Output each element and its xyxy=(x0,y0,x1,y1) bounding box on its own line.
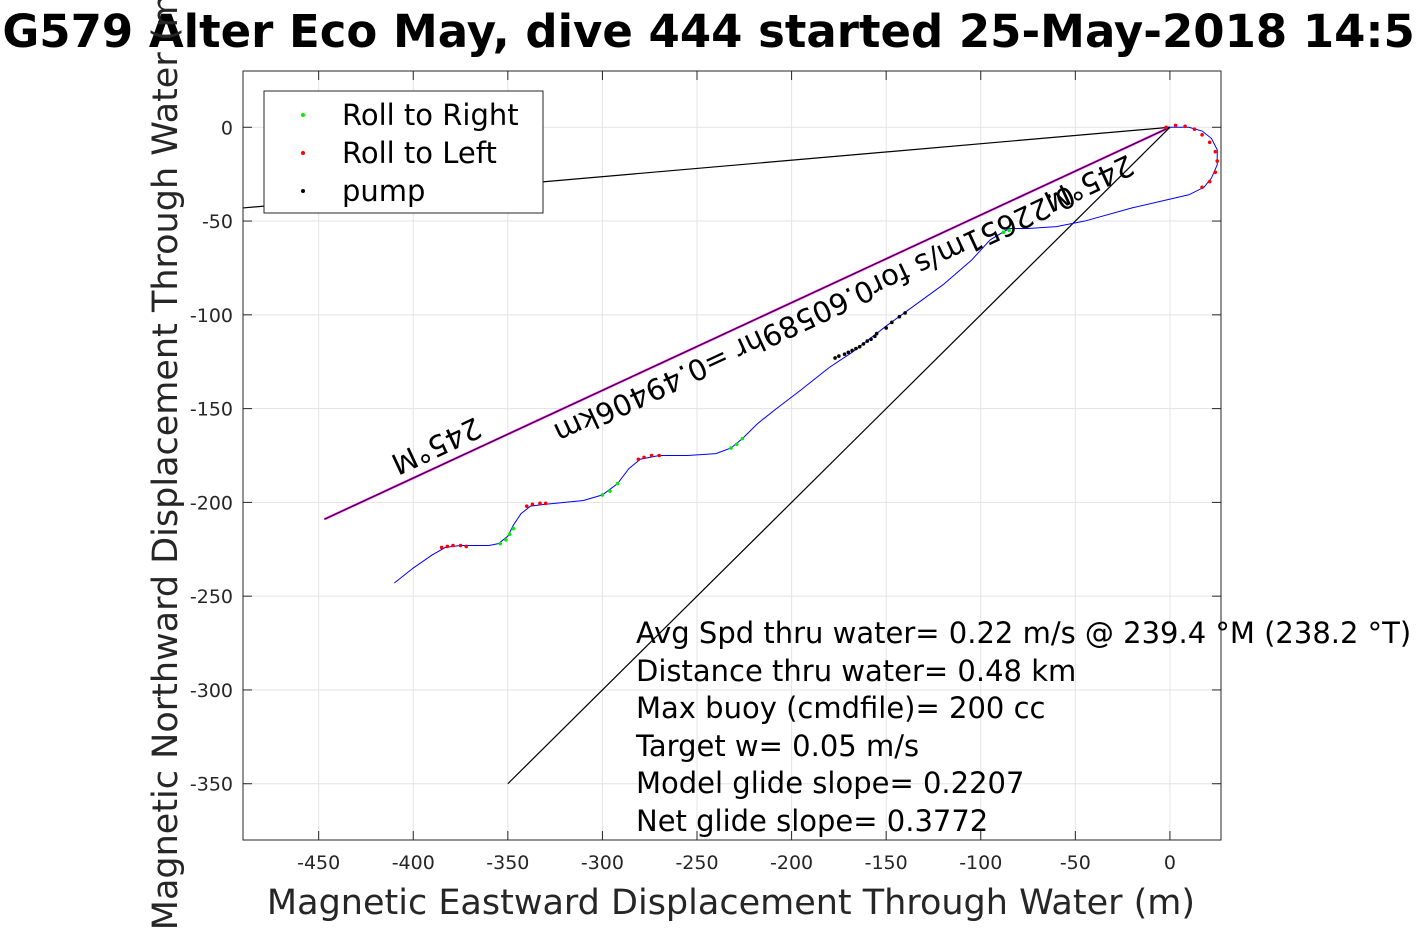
point-pump xyxy=(890,320,894,325)
legend-box xyxy=(263,90,544,214)
stat-avg-speed: Avg Spd thru water= 0.22 m/s @ 239.4 °M … xyxy=(636,616,1411,650)
x-tick-label: -300 xyxy=(581,852,624,874)
point-roll-to-left xyxy=(1173,123,1178,128)
point-pump xyxy=(874,331,879,336)
y-tick-label: -200 xyxy=(190,492,233,514)
point-pump xyxy=(850,348,854,353)
point-roll-to-left xyxy=(1183,124,1187,129)
point-roll-to-left xyxy=(524,504,529,508)
point-roll-to-right xyxy=(608,489,612,493)
glider-track-line xyxy=(394,126,1218,584)
point-roll-to-right xyxy=(507,532,512,537)
point-pump xyxy=(869,337,873,342)
point-pump xyxy=(873,334,877,339)
y-tick-label: -50 xyxy=(202,211,233,233)
x-tick-label: -50 xyxy=(1060,852,1091,874)
reference-line xyxy=(507,126,1171,785)
point-roll-to-left xyxy=(636,457,641,462)
y-tick-label: -350 xyxy=(190,774,233,796)
x-tick-label: -400 xyxy=(392,852,435,874)
point-roll-to-left xyxy=(538,501,542,506)
point-pump xyxy=(857,344,862,349)
y-tick-label: -100 xyxy=(190,305,233,327)
stat-distance: Distance thru water= 0.48 km xyxy=(636,654,1076,688)
point-pump xyxy=(833,356,837,360)
point-roll-to-right xyxy=(511,526,516,531)
x-tick-label: -150 xyxy=(865,852,908,874)
point-roll-to-left xyxy=(1213,170,1218,175)
point-pump xyxy=(884,326,888,330)
point-roll-to-right xyxy=(498,541,503,546)
legend-marker-roll-right xyxy=(301,113,305,117)
point-roll-to-right xyxy=(504,538,508,542)
x-tick-label: -200 xyxy=(770,852,813,874)
point-roll-to-left xyxy=(649,453,654,458)
y-axis-label: Magnetic Northward Displacement Through … xyxy=(146,0,186,930)
plot-frame xyxy=(242,70,1222,841)
point-roll-to-right xyxy=(1007,228,1011,233)
point-roll-to-left xyxy=(530,502,535,507)
legend-marker-pump xyxy=(301,189,305,193)
point-roll-to-left xyxy=(439,545,444,550)
chart-title: SG579 Alter Eco May, dive 444 started 25… xyxy=(0,5,1417,58)
point-roll-to-right xyxy=(600,493,605,497)
stat-net-glide: Net glide slope= 0.3772 xyxy=(636,804,988,838)
point-roll-to-left xyxy=(1200,132,1204,137)
x-tick-label: 0 xyxy=(1164,852,1176,874)
y-tick-label: -150 xyxy=(190,399,233,421)
y-tick-label: 0 xyxy=(221,117,233,139)
point-roll-to-left xyxy=(1192,127,1197,131)
legend-label-roll-left: Roll to Left xyxy=(342,136,497,170)
point-roll-to-left xyxy=(1200,185,1204,190)
stat-max-buoy: Max buoy (cmdfile)= 200 cc xyxy=(636,691,1045,725)
point-roll-to-right xyxy=(729,446,733,450)
x-tick-label: -450 xyxy=(297,852,340,874)
point-roll-to-left xyxy=(458,543,463,548)
point-roll-to-left xyxy=(642,455,646,460)
point-roll-to-left xyxy=(657,453,661,458)
point-pump xyxy=(903,311,907,315)
x-axis-label: Magnetic Eastward Displacement Through W… xyxy=(267,883,1195,923)
point-pump xyxy=(861,342,866,346)
point-roll-to-left xyxy=(1213,149,1218,154)
stat-target-w: Target w= 0.05 m/s xyxy=(635,729,919,763)
point-pump xyxy=(837,354,841,358)
stat-model-glide: Model glide slope= 0.2207 xyxy=(636,766,1024,800)
point-roll-to-left xyxy=(1207,140,1212,145)
point-roll-to-right xyxy=(1001,230,1006,235)
x-tick-label: -100 xyxy=(959,852,1002,874)
point-roll-to-right xyxy=(734,442,739,447)
stats-block: Avg Spd thru water= 0.22 m/s @ 239.4 °M … xyxy=(635,616,1411,838)
point-pump xyxy=(846,350,851,355)
legend-label-roll-right: Roll to Right xyxy=(342,98,519,132)
point-roll-to-right xyxy=(740,436,745,441)
x-tick-label: -250 xyxy=(675,852,718,874)
y-tick-label: -300 xyxy=(190,680,233,702)
legend-marker-roll-left xyxy=(301,151,305,155)
reference-line xyxy=(324,126,1171,520)
point-roll-to-left xyxy=(1207,179,1212,184)
point-roll-to-left xyxy=(543,501,548,506)
point-roll-to-left xyxy=(464,544,469,549)
y-tick-label: -250 xyxy=(190,586,233,608)
legend: Roll to Right Roll to Left pump xyxy=(263,90,544,214)
point-pump xyxy=(842,352,847,357)
point-roll-to-left xyxy=(451,543,455,548)
point-pump xyxy=(865,339,870,343)
point-roll-to-left xyxy=(1164,125,1168,130)
axis-ticks: -450 -400 -350 -300 -250 -200 -150 -100 -50 0 0 -50… xyxy=(190,71,1221,874)
point-roll-to-left xyxy=(1215,159,1220,163)
point-roll-to-right xyxy=(615,481,620,486)
legend-label-pump: pump xyxy=(342,174,425,208)
point-pump xyxy=(854,346,858,351)
point-roll-to-left xyxy=(445,544,450,549)
point-pump xyxy=(897,314,902,319)
x-tick-label: -350 xyxy=(486,852,529,874)
